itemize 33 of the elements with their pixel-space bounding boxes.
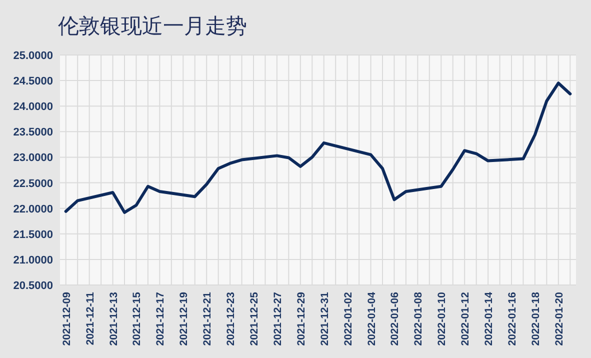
x-tick-label: 2021-12-31 xyxy=(318,292,331,346)
x-tick-label: 2021-12-17 xyxy=(154,292,167,346)
chart-title: 伦敦银现近一月走势 xyxy=(58,14,247,38)
x-tick-label: 2021-12-13 xyxy=(108,292,120,346)
x-tick-label: 2022-01-14 xyxy=(483,292,496,346)
x-tick-label: 2021-12-29 xyxy=(295,292,308,346)
x-tick-label: 2022-01-10 xyxy=(436,292,448,346)
y-tick-label: 25.0000 xyxy=(13,50,53,62)
x-tick-label: 2021-12-25 xyxy=(248,292,260,346)
x-tick-label: 2022-01-04 xyxy=(366,292,378,346)
y-tick-label: 24.0000 xyxy=(13,101,53,114)
x-tick-label: 2021-12-23 xyxy=(225,292,238,346)
y-tick-label: 23.5000 xyxy=(13,126,53,139)
x-tick-label: 2022-01-18 xyxy=(530,292,542,346)
x-tick-label: 2022-01-20 xyxy=(553,292,566,346)
x-tick-label: 2022-01-06 xyxy=(389,292,402,346)
x-tick-label: 2021-12-27 xyxy=(272,292,284,346)
x-tick-label: 2022-01-16 xyxy=(506,292,518,346)
x-tick-label: 2021-12-15 xyxy=(131,292,144,346)
x-tick-label: 2021-12-21 xyxy=(202,292,214,346)
y-tick-label: 24.5000 xyxy=(13,76,53,88)
x-tick-label: 2022-01-12 xyxy=(460,292,472,346)
x-tick-label: 2021-12-09 xyxy=(60,292,73,346)
y-tick-label: 23.0000 xyxy=(13,152,53,164)
y-tick-label: 20.5000 xyxy=(13,280,53,292)
x-tick-label: 2021-12-11 xyxy=(84,292,96,346)
x-tick-label: 2022-01-02 xyxy=(342,292,354,346)
y-tick-label: 22.5000 xyxy=(13,178,53,190)
y-tick-label: 22.0000 xyxy=(13,203,53,216)
x-tick-label: 2021-12-19 xyxy=(178,292,190,346)
y-tick-label: 21.5000 xyxy=(13,228,53,241)
x-tick-label: 2022-01-08 xyxy=(412,292,425,346)
y-tick-label: 21.0000 xyxy=(13,254,53,266)
